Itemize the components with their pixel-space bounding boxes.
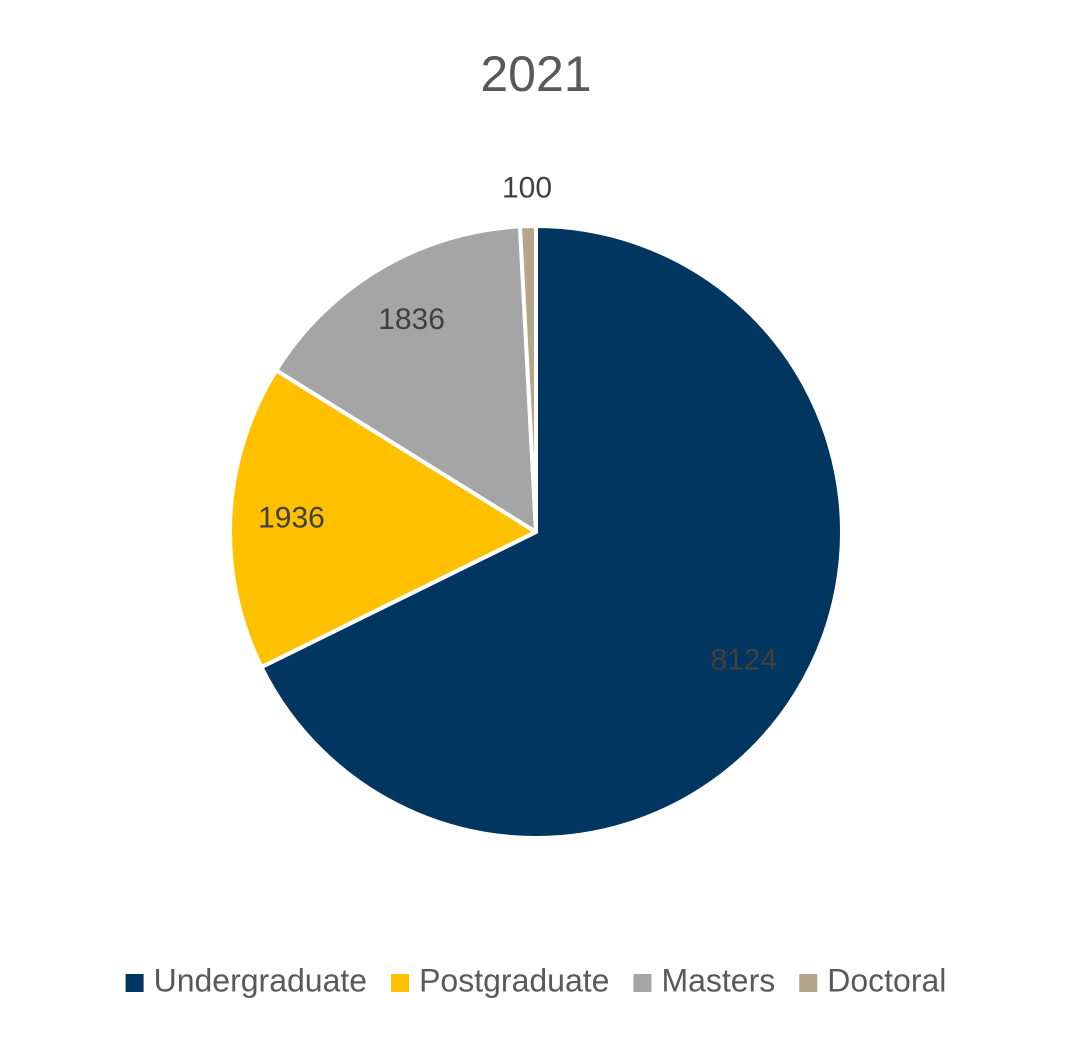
legend-label: Masters	[661, 962, 775, 998]
data-label: 1836	[378, 303, 445, 336]
legend-label: Doctoral	[827, 962, 946, 998]
chart-title: 2021	[480, 46, 591, 102]
data-label: 100	[502, 171, 552, 204]
legend-swatch	[125, 974, 144, 992]
pie-slice	[228, 368, 538, 670]
data-label: 1936	[258, 502, 325, 535]
legend-label: Undergraduate	[154, 962, 367, 998]
legend-swatch	[799, 974, 818, 992]
legend-swatch	[391, 974, 410, 992]
pie-slice	[517, 224, 538, 534]
legend-label: Postgraduate	[419, 962, 609, 998]
legend-swatch	[633, 974, 652, 992]
data-label: 8124	[710, 643, 777, 676]
pie-slice	[274, 224, 538, 534]
pie-slice	[259, 224, 844, 840]
